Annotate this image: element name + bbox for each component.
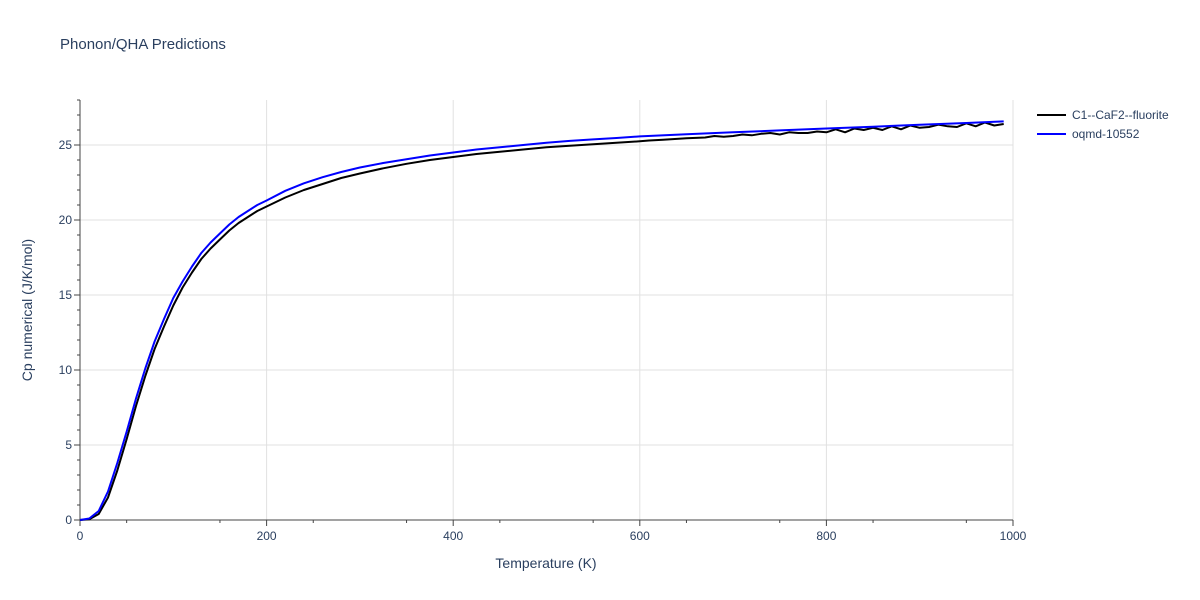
y-tick-label: 10: [59, 363, 73, 377]
legend-label: oqmd-10552: [1072, 127, 1140, 141]
x-tick-label: 400: [443, 529, 463, 543]
legend-item-0[interactable]: C1--CaF2--fluorite: [1037, 108, 1169, 122]
x-tick-label: 600: [630, 529, 650, 543]
x-tick-label: 1000: [1000, 529, 1027, 543]
legend-label: C1--CaF2--fluorite: [1072, 108, 1169, 122]
y-tick-label: 15: [59, 288, 73, 302]
x-axis-title: Temperature (K): [495, 555, 596, 571]
series-line-1: [79, 120, 1004, 521]
x-tick-label: 800: [816, 529, 836, 543]
legend[interactable]: C1--CaF2--fluorite oqmd-10552: [1037, 108, 1169, 141]
x-tick-label: 0: [77, 529, 84, 543]
y-axis-title: Cp numerical (J/K/mol): [19, 239, 35, 381]
chart-title: Phonon/QHA Predictions: [60, 36, 226, 53]
y-tick-label: 25: [59, 138, 73, 152]
series-line-0: [79, 121, 1004, 521]
legend-item-1[interactable]: oqmd-10552: [1037, 127, 1140, 141]
grid-lines: [80, 100, 1014, 520]
axes: 0 200 400 600 800 1000 0 5 10 15 20 25: [59, 99, 1027, 543]
y-tick-label: 5: [65, 438, 72, 452]
x-tick-label: 200: [257, 529, 277, 543]
y-tick-label: 20: [59, 213, 73, 227]
series-lines: [79, 120, 1004, 521]
y-tick-label: 0: [65, 513, 72, 527]
